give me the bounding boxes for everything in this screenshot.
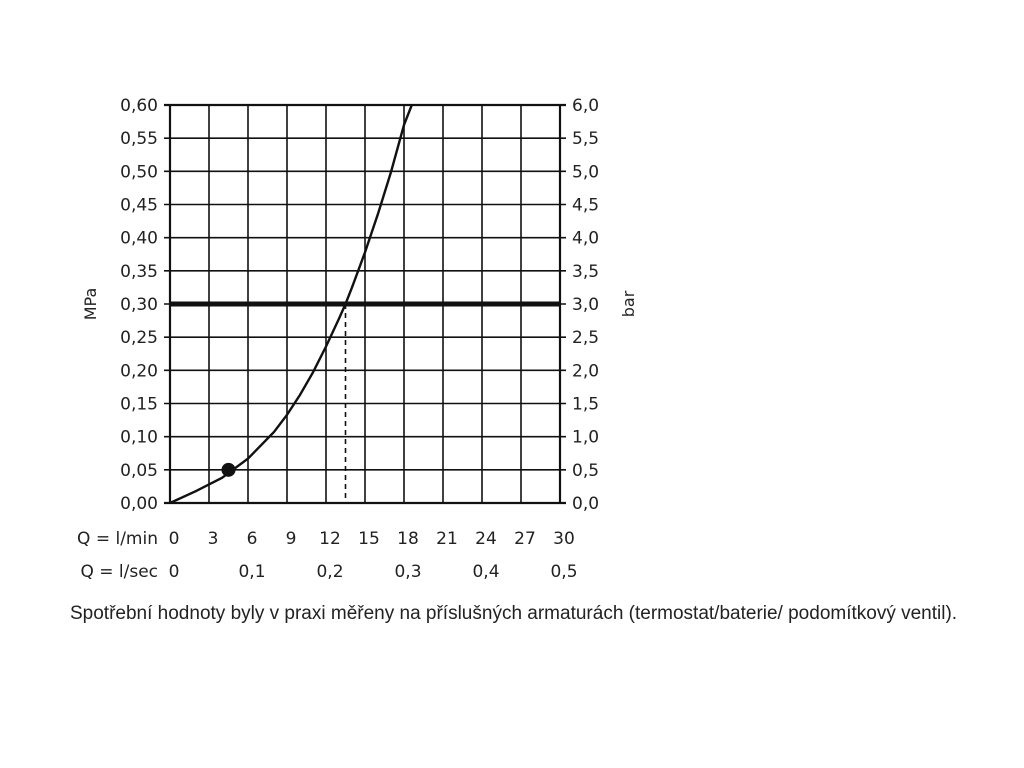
x-lmin-tick-label: 6 xyxy=(247,529,258,549)
measurement-note: Spotřební hodnoty byly v praxi měřeny na… xyxy=(70,603,958,624)
y-right-tick-label: 5,5 xyxy=(572,129,599,149)
y-right-tick-label: 3,0 xyxy=(572,295,599,315)
x-lsec-tick-label: 0,3 xyxy=(394,562,421,582)
y-right-tick-label: 4,0 xyxy=(572,229,599,249)
x-lmin-tick-labels: 0 3 6 9 12 15 18 21 24 27 30 xyxy=(169,529,575,549)
y-left-tick-label: 0,25 xyxy=(120,328,158,348)
x-lsec-tick-label: 0,2 xyxy=(316,562,343,582)
x-lmin-tick-label: 30 xyxy=(553,529,575,549)
y-right-tick-label: 0,0 xyxy=(572,494,599,514)
x-lmin-tick-label: 9 xyxy=(286,529,297,549)
y-right-tick-label: 1,0 xyxy=(572,428,599,448)
y-right-tick-labels: 0,0 0,5 1,0 1,5 2,0 2,5 3,0 3,5 4,0 4,5 5,0 5,5 6,0 xyxy=(572,96,599,514)
y-left-tick-label: 0,00 xyxy=(120,494,158,514)
x-lsec-tick-label: 0,5 xyxy=(550,562,577,582)
y-left-tick-label: 0,55 xyxy=(120,129,158,149)
y-left-tick-label: 0,30 xyxy=(120,295,158,315)
pressure-flow-chart: 0,000,050,100,150,200,250,300,350,400,45… xyxy=(77,96,638,582)
y-left-tick-label: 0,40 xyxy=(120,229,158,249)
y-right-axis-title: bar xyxy=(619,290,638,317)
x-lmin-tick-label: 12 xyxy=(319,529,341,549)
x-lmin-tick-label: 27 xyxy=(514,529,536,549)
y-left-tick-labels: 0,00 0,05 0,10 0,15 0,20 0,25 0,30 0,35 0,40 0,45… xyxy=(120,96,158,514)
y-right-tick-label: 1,5 xyxy=(572,395,599,415)
y-right-tick-label: 6,0 xyxy=(572,96,599,116)
y-left-tick-label: 0,35 xyxy=(120,262,158,282)
x-lsec-row-label: Q = l/sec xyxy=(80,562,158,582)
y-left-tick-label: 0,20 xyxy=(120,361,158,381)
y-right-tick-label: 4,5 xyxy=(572,196,599,216)
y-left-tick-label: 0,05 xyxy=(120,461,158,481)
x-lmin-tick-label: 18 xyxy=(397,529,419,549)
y-left-axis-title: MPa xyxy=(81,288,100,321)
x-lmin-tick-label: 3 xyxy=(208,529,219,549)
y-left-tick-label: 0,60 xyxy=(120,96,158,116)
y-right-tick-label: 2,5 xyxy=(572,328,599,348)
x-lmin-tick-label: 24 xyxy=(475,529,497,549)
y-right-tick-label: 2,0 xyxy=(572,361,599,381)
x-lmin-tick-label: 0 xyxy=(169,529,180,549)
series-curve xyxy=(169,104,413,505)
y-left-tick-label: 0,15 xyxy=(120,395,158,415)
min-flow-marker xyxy=(221,462,236,477)
y-right-tick-label: 5,0 xyxy=(572,162,599,182)
x-lsec-tick-label: 0 xyxy=(169,562,180,582)
x-lsec-tick-label: 0,4 xyxy=(472,562,499,582)
y-left-tick-label: 0,50 xyxy=(120,162,158,182)
x-lmin-tick-label: 21 xyxy=(436,529,458,549)
x-lmin-tick-label: 15 xyxy=(358,529,380,549)
y-left-tick-label: 0,45 xyxy=(120,196,158,216)
x-lsec-tick-labels: 0 0,1 0,2 0,3 0,4 0,5 xyxy=(169,562,578,582)
x-lmin-row-label: Q = l/min xyxy=(77,529,158,549)
y-right-tick-label: 0,5 xyxy=(572,461,599,481)
y-right-tick-label: 3,5 xyxy=(572,262,599,282)
y-left-tick-label: 0,10 xyxy=(120,428,158,448)
x-lsec-tick-label: 0,1 xyxy=(238,562,265,582)
